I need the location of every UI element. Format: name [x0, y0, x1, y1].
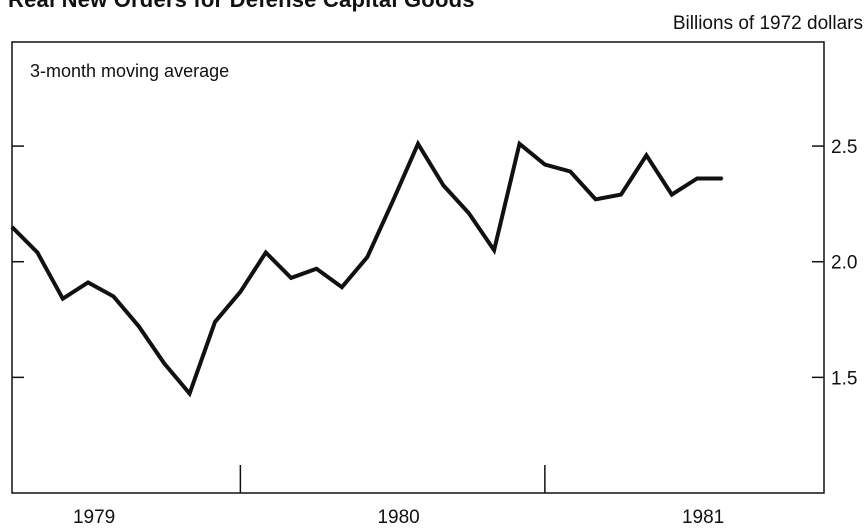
data-point [188, 392, 191, 395]
moving-average-note: 3-month moving average [30, 61, 229, 81]
data-point [391, 200, 394, 203]
data-point [163, 362, 166, 365]
data-point [341, 286, 343, 288]
x-tick-label: 1981 [682, 507, 724, 528]
data-point [87, 281, 89, 284]
unit-label: Billions of 1972 dollars [672, 13, 863, 34]
x-tick-label: 1980 [377, 507, 419, 528]
data-point [417, 142, 419, 145]
data-point [366, 256, 369, 258]
data-point [544, 163, 546, 166]
data-point [569, 170, 572, 173]
data-point [493, 249, 495, 251]
data-point [112, 295, 115, 298]
data-point [721, 177, 724, 180]
x-tick-label: 1979 [73, 507, 115, 528]
chart-title: Real New Orders for Defense Capital Good… [8, 0, 475, 13]
data-point [518, 142, 521, 145]
data-point [315, 267, 318, 270]
y-tick-label: 2.0 [831, 253, 857, 274]
data-point [467, 212, 470, 214]
data-point [594, 198, 597, 201]
data-point [290, 277, 292, 279]
data-point [214, 321, 216, 323]
data-point [264, 251, 267, 254]
data-point [620, 193, 622, 196]
y-tick-label: 1.5 [831, 368, 857, 389]
data-point [61, 297, 64, 300]
series-line [10, 139, 723, 398]
data-point [239, 290, 242, 293]
data-point [36, 251, 39, 254]
data-point [645, 154, 648, 157]
data-point [11, 226, 13, 228]
data-point [442, 184, 445, 187]
data-point [138, 325, 140, 328]
data-point [670, 193, 673, 196]
y-tick-label: 2.5 [831, 137, 857, 158]
data-point [696, 177, 698, 180]
plot-frame [11, 41, 825, 494]
